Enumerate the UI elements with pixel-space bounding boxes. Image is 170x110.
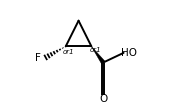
Text: or1: or1: [63, 49, 75, 55]
Text: HO: HO: [122, 48, 138, 58]
Polygon shape: [91, 46, 105, 64]
Text: F: F: [35, 53, 41, 63]
Text: or1: or1: [90, 47, 101, 53]
Text: O: O: [99, 94, 107, 104]
